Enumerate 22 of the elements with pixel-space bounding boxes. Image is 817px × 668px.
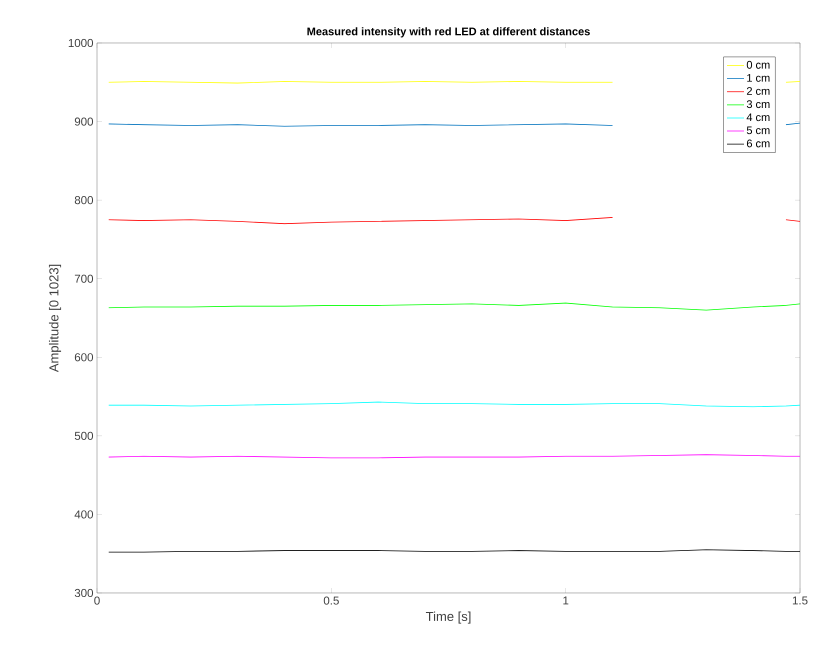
chart-title: Measured intensity with red LED at different distances <box>307 27 590 38</box>
x-tick-label: 0.5 <box>324 596 339 605</box>
y-tick-label: 500 <box>74 432 94 440</box>
x-axis-title: Time [s] <box>426 611 470 624</box>
y-tick-label: 800 <box>74 196 94 204</box>
legend-label: 3 cm <box>746 100 770 108</box>
legend-label: 5 cm <box>746 126 770 134</box>
y-tick-label: 1000 <box>68 38 94 48</box>
legend-label: 6 cm <box>746 140 770 148</box>
y-tick-label: 700 <box>74 274 94 283</box>
legend-label: 4 cm <box>746 113 770 122</box>
x-tick-label: 1.5 <box>792 596 808 605</box>
x-tick-label: 1 <box>563 596 568 604</box>
y-tick-label: 300 <box>74 588 94 598</box>
y-tick-label: 900 <box>74 117 94 126</box>
legend-label: 1 cm <box>747 74 770 82</box>
legend-label: 2 cm <box>746 87 770 95</box>
legend-label: 0 cm <box>746 60 770 69</box>
y-tick-label: 600 <box>74 353 94 362</box>
y-axis-title: Amplitude [0 1023] <box>48 264 62 372</box>
y-tick-label: 400 <box>74 510 94 518</box>
x-tick-label: 0 <box>94 596 100 605</box>
